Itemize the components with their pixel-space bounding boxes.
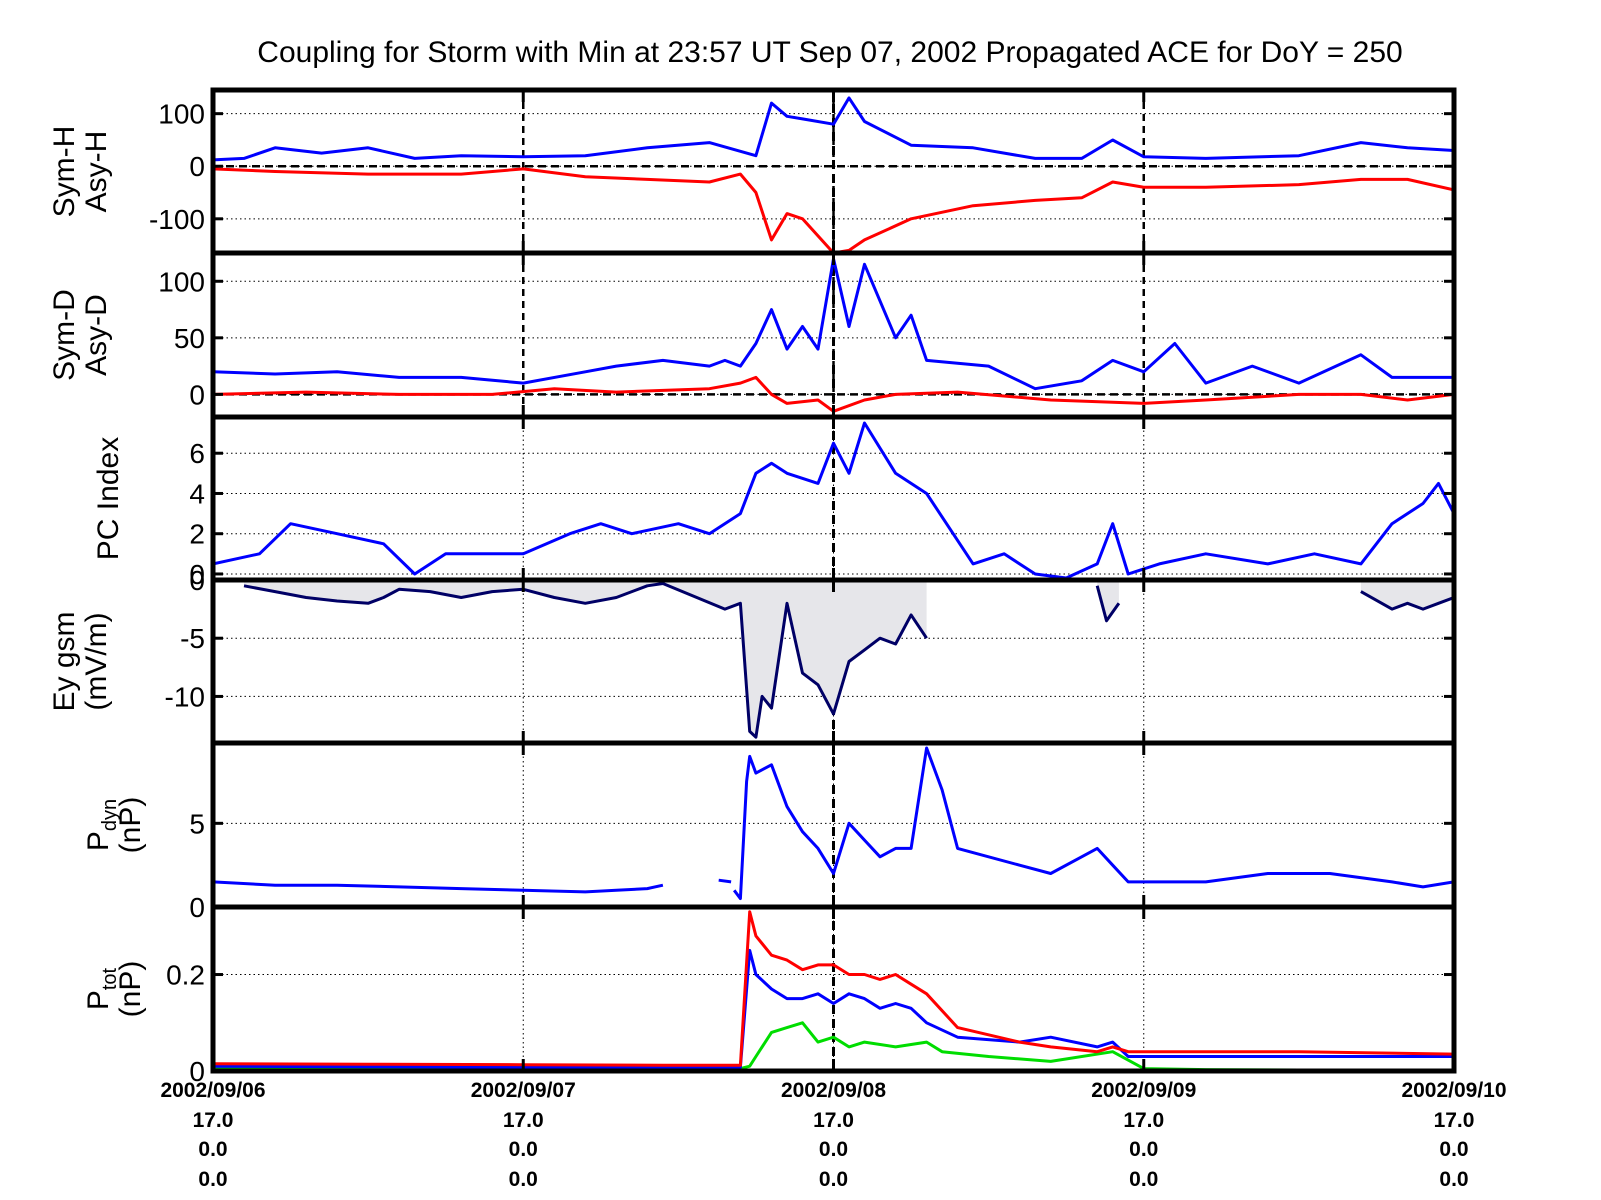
y-axis-label: Asy-D [80,294,113,376]
panel-pc: 6 4 2 0 PC Index [92,414,1457,590]
y-axis-label: PC Index [92,437,125,560]
x-tick-label: 0.0 [1129,1168,1158,1191]
series-line [213,167,1454,253]
x-tick-label: 2002/09/10 [1401,1079,1506,1102]
y-tick-label: 0 [189,565,205,596]
y-axis-label: Pdyn [82,799,121,851]
y-axis-unit: (nP) [114,797,147,854]
y-tick-label: 0 [189,379,205,410]
y-axis-label: Ey gsm [48,611,81,711]
panel-ptot: 0.2 0 Ptot(nP) [82,904,1457,1087]
y-tick-label: -100 [149,204,205,235]
panel-symd: 100 50 0 Sym-D Asy-D [48,250,1457,420]
y-axis-label: Ptot [82,967,121,1010]
y-tick-label: 0 [189,151,205,182]
x-tick-label: 0.0 [198,1168,227,1191]
x-tick-label: 17.0 [1434,1109,1475,1132]
x-tick-label: 2002/09/06 [160,1079,265,1102]
series-fill [1360,580,1454,610]
y-tick-label: 5 [189,808,205,839]
series-group [243,580,1454,739]
y-tick-label: 4 [189,478,205,509]
panel-ey: 0 -5 -10 Ey gsm (mV/m) [48,565,1457,746]
x-tick-label: 0.0 [1439,1168,1468,1191]
x-tick-label: 2002/09/07 [471,1079,576,1102]
series-line [213,421,1454,580]
panel-symh: 100 0 -100 Sym-H Asy-H [48,87,1457,256]
y-axis-unit: (nP) [114,961,147,1018]
y-tick-label: 100 [158,99,205,130]
y-tick-label: -10 [165,681,205,712]
x-tick-label: 17.0 [503,1109,544,1132]
series-line [213,375,1454,413]
x-tick-label: 0.0 [819,1168,848,1191]
x-tick-label: 0.0 [198,1138,227,1161]
series-line [1360,590,1454,611]
y-tick-label: 50 [174,323,205,354]
y-tick-label: 0 [189,892,205,923]
series-line [213,96,1454,162]
x-tick-label: 17.0 [813,1109,854,1132]
y-axis-label: Asy-H [80,131,113,213]
x-tick-label: 0.0 [819,1138,848,1161]
y-tick-label: 0.2 [166,960,205,991]
series-group [213,96,1454,253]
y-tick-label: -5 [180,623,205,654]
y-tick-label: 6 [189,438,205,469]
y-axis-label: Sym-H [48,126,81,218]
x-tick-label: 0.0 [1439,1138,1468,1161]
x-tick-label: 2002/09/08 [781,1079,886,1102]
series-line [732,746,1454,901]
y-tick-label: 2 [189,519,205,550]
x-tick-label: 17.0 [1123,1109,1164,1132]
series-line [243,582,928,739]
series-line [718,878,732,884]
series-group [213,746,1454,901]
x-tick-label: 17.0 [193,1109,234,1132]
panel-pdyn: 5 0 Pdyn(nP) [82,740,1457,923]
y-axis-label: (mV/m) [80,612,113,710]
y-axis-label: Sym-D [48,289,81,381]
chart-title: Coupling for Storm with Min at 23:57 UT … [257,36,1402,69]
series-group [213,421,1454,580]
x-tick-label: 0.0 [509,1138,538,1161]
series-line [213,880,664,894]
y-tick-label: 0 [189,559,205,590]
x-tick-label: 0.0 [1129,1138,1158,1161]
series-line [213,910,1454,1067]
x-axis: 2002/09/06 17.0 0.0 0.0 2002/09/07 17.0 0.0 0.0… [160,1079,1506,1191]
x-tick-label: 0.0 [509,1168,538,1191]
series-fill [244,580,927,738]
x-tick-label: 2002/09/09 [1091,1079,1196,1102]
y-tick-label: 0 [189,1056,205,1087]
y-tick-label: 100 [158,266,205,297]
series-line [1095,585,1121,623]
